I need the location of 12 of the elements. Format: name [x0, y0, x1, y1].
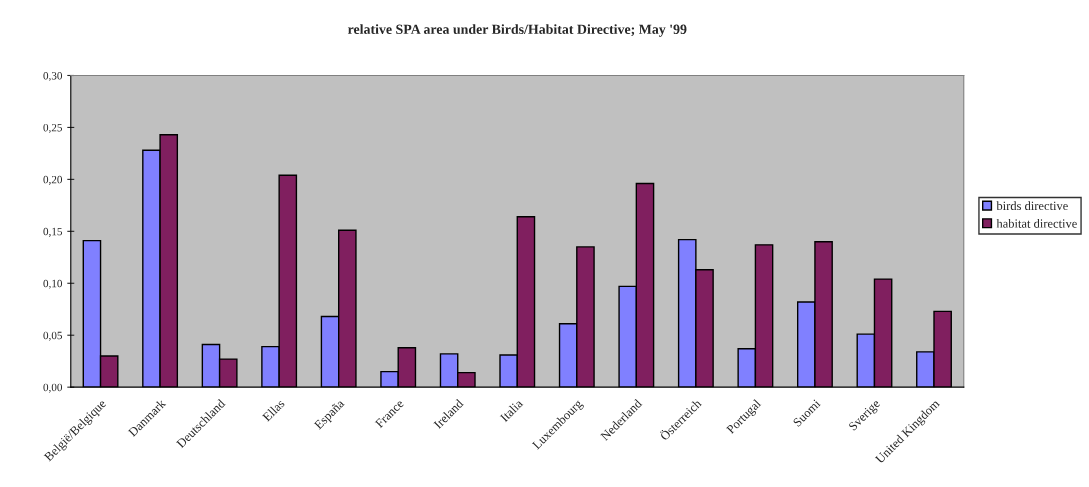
x-tick-label: Ellas [261, 398, 286, 422]
chart-title: relative SPA area under Birds/Habitat Directive; May '99 [347, 24, 687, 37]
legend-label: birds directive [996, 201, 1068, 211]
x-tick-label: Italia [499, 398, 524, 423]
legend-label: habitat directive [996, 218, 1077, 228]
y-tick-label: 0,30 [43, 71, 63, 82]
y-tick-label: 0,05 [43, 331, 63, 341]
y-tick-label: 0,15 [43, 227, 63, 237]
y-tick-label: 0,20 [43, 175, 63, 185]
y-tick-label: 0,10 [43, 279, 63, 289]
y-tick-label: 0,00 [43, 383, 63, 393]
y-tick-label: 0,25 [43, 123, 63, 133]
